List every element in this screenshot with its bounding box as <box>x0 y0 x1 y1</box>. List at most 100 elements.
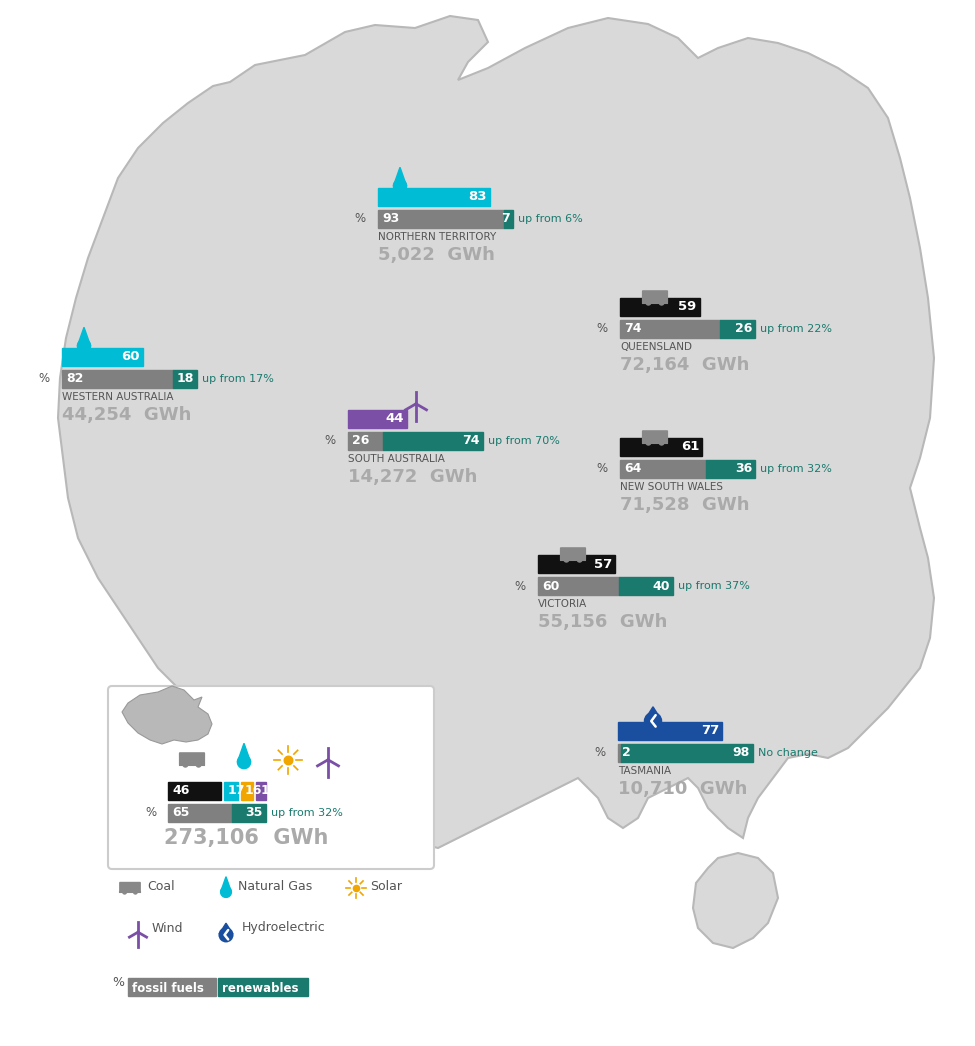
Circle shape <box>182 761 188 768</box>
Polygon shape <box>644 707 661 720</box>
Text: renewables: renewables <box>222 981 298 995</box>
Text: SOUTH AUSTRALIA: SOUTH AUSTRALIA <box>348 454 445 464</box>
Text: 77: 77 <box>701 725 719 737</box>
Polygon shape <box>393 180 407 192</box>
Text: No change: No change <box>758 748 818 758</box>
Text: 74: 74 <box>624 322 642 336</box>
Bar <box>224 782 238 800</box>
Text: 7: 7 <box>501 212 510 226</box>
Bar <box>241 782 254 800</box>
Bar <box>707 460 755 478</box>
Bar <box>168 804 232 822</box>
Text: 2: 2 <box>622 747 631 759</box>
Text: 60: 60 <box>542 579 560 592</box>
Text: 44: 44 <box>386 412 405 426</box>
FancyBboxPatch shape <box>642 290 668 303</box>
Text: 14,272  GWh: 14,272 GWh <box>348 468 478 486</box>
Text: 26: 26 <box>352 434 370 448</box>
Text: 40: 40 <box>652 579 670 592</box>
Bar <box>620 320 720 338</box>
Text: up from 32%: up from 32% <box>760 464 832 474</box>
Text: 57: 57 <box>594 558 612 570</box>
Circle shape <box>645 439 651 446</box>
Text: %: % <box>145 806 157 819</box>
Bar <box>621 744 753 761</box>
Text: Hydroelectric: Hydroelectric <box>242 922 326 934</box>
Polygon shape <box>122 686 212 744</box>
Text: Natural Gas: Natural Gas <box>238 880 312 892</box>
Bar <box>620 298 700 316</box>
Text: WESTERN AUSTRALIA: WESTERN AUSTRALIA <box>62 392 174 402</box>
Text: Wind: Wind <box>152 922 183 934</box>
Bar <box>218 978 308 996</box>
Bar <box>538 577 619 595</box>
Text: 72,164  GWh: 72,164 GWh <box>620 356 750 374</box>
Text: 61: 61 <box>681 440 699 454</box>
Text: 71,528  GWh: 71,528 GWh <box>620 496 750 514</box>
Text: 35: 35 <box>246 806 263 819</box>
Text: %: % <box>597 322 607 336</box>
Circle shape <box>122 890 127 894</box>
FancyBboxPatch shape <box>560 547 586 561</box>
Text: %: % <box>515 579 526 592</box>
Bar <box>173 370 197 388</box>
Circle shape <box>218 928 234 942</box>
Text: NEW SOUTH WALES: NEW SOUTH WALES <box>620 482 723 492</box>
Text: TASMANIA: TASMANIA <box>618 766 671 776</box>
Circle shape <box>645 299 651 305</box>
Text: 44,254  GWh: 44,254 GWh <box>62 406 191 424</box>
Bar <box>383 432 483 450</box>
Text: up from 17%: up from 17% <box>202 374 274 384</box>
Text: 5,022  GWh: 5,022 GWh <box>378 246 495 264</box>
Bar <box>62 348 143 366</box>
Text: up from 22%: up from 22% <box>760 324 832 334</box>
Circle shape <box>658 439 665 446</box>
Polygon shape <box>77 327 91 346</box>
Text: 74: 74 <box>462 434 480 448</box>
FancyBboxPatch shape <box>108 686 434 869</box>
Polygon shape <box>237 744 251 761</box>
Text: up from 70%: up from 70% <box>488 436 560 446</box>
Text: 36: 36 <box>735 462 752 476</box>
Bar <box>348 410 408 428</box>
Bar <box>619 577 673 595</box>
Text: 273,106  GWh: 273,106 GWh <box>164 828 329 848</box>
Bar <box>232 804 266 822</box>
Text: 59: 59 <box>679 300 697 314</box>
Circle shape <box>564 556 569 563</box>
Text: %: % <box>112 976 124 988</box>
Text: 98: 98 <box>733 747 750 759</box>
Text: fossil fuels: fossil fuels <box>132 981 204 995</box>
Bar <box>256 782 266 800</box>
Text: 55,156  GWh: 55,156 GWh <box>538 613 667 631</box>
Text: 64: 64 <box>624 462 642 476</box>
Text: %: % <box>325 434 335 448</box>
Text: VICTORIA: VICTORIA <box>538 599 587 609</box>
Text: 93: 93 <box>382 212 399 226</box>
Bar <box>618 744 621 761</box>
Text: 16: 16 <box>245 784 262 797</box>
FancyBboxPatch shape <box>119 882 141 893</box>
Text: 83: 83 <box>469 190 488 204</box>
Bar <box>378 188 490 206</box>
Circle shape <box>644 712 662 730</box>
Bar <box>503 210 513 228</box>
Text: Coal: Coal <box>147 880 175 892</box>
Text: 65: 65 <box>172 806 189 819</box>
Text: 12: 12 <box>260 784 278 797</box>
Text: 17: 17 <box>228 784 246 797</box>
Bar <box>62 370 173 388</box>
Bar <box>538 555 615 573</box>
Circle shape <box>576 556 583 563</box>
Polygon shape <box>220 877 231 892</box>
Text: %: % <box>597 462 607 476</box>
Text: 10,710  GWh: 10,710 GWh <box>618 780 748 798</box>
Text: up from 37%: up from 37% <box>678 581 750 591</box>
Circle shape <box>658 299 665 305</box>
Bar <box>378 210 503 228</box>
Bar <box>128 978 216 996</box>
FancyBboxPatch shape <box>178 752 205 766</box>
Polygon shape <box>77 339 91 353</box>
Bar <box>620 438 702 456</box>
Polygon shape <box>693 852 778 948</box>
